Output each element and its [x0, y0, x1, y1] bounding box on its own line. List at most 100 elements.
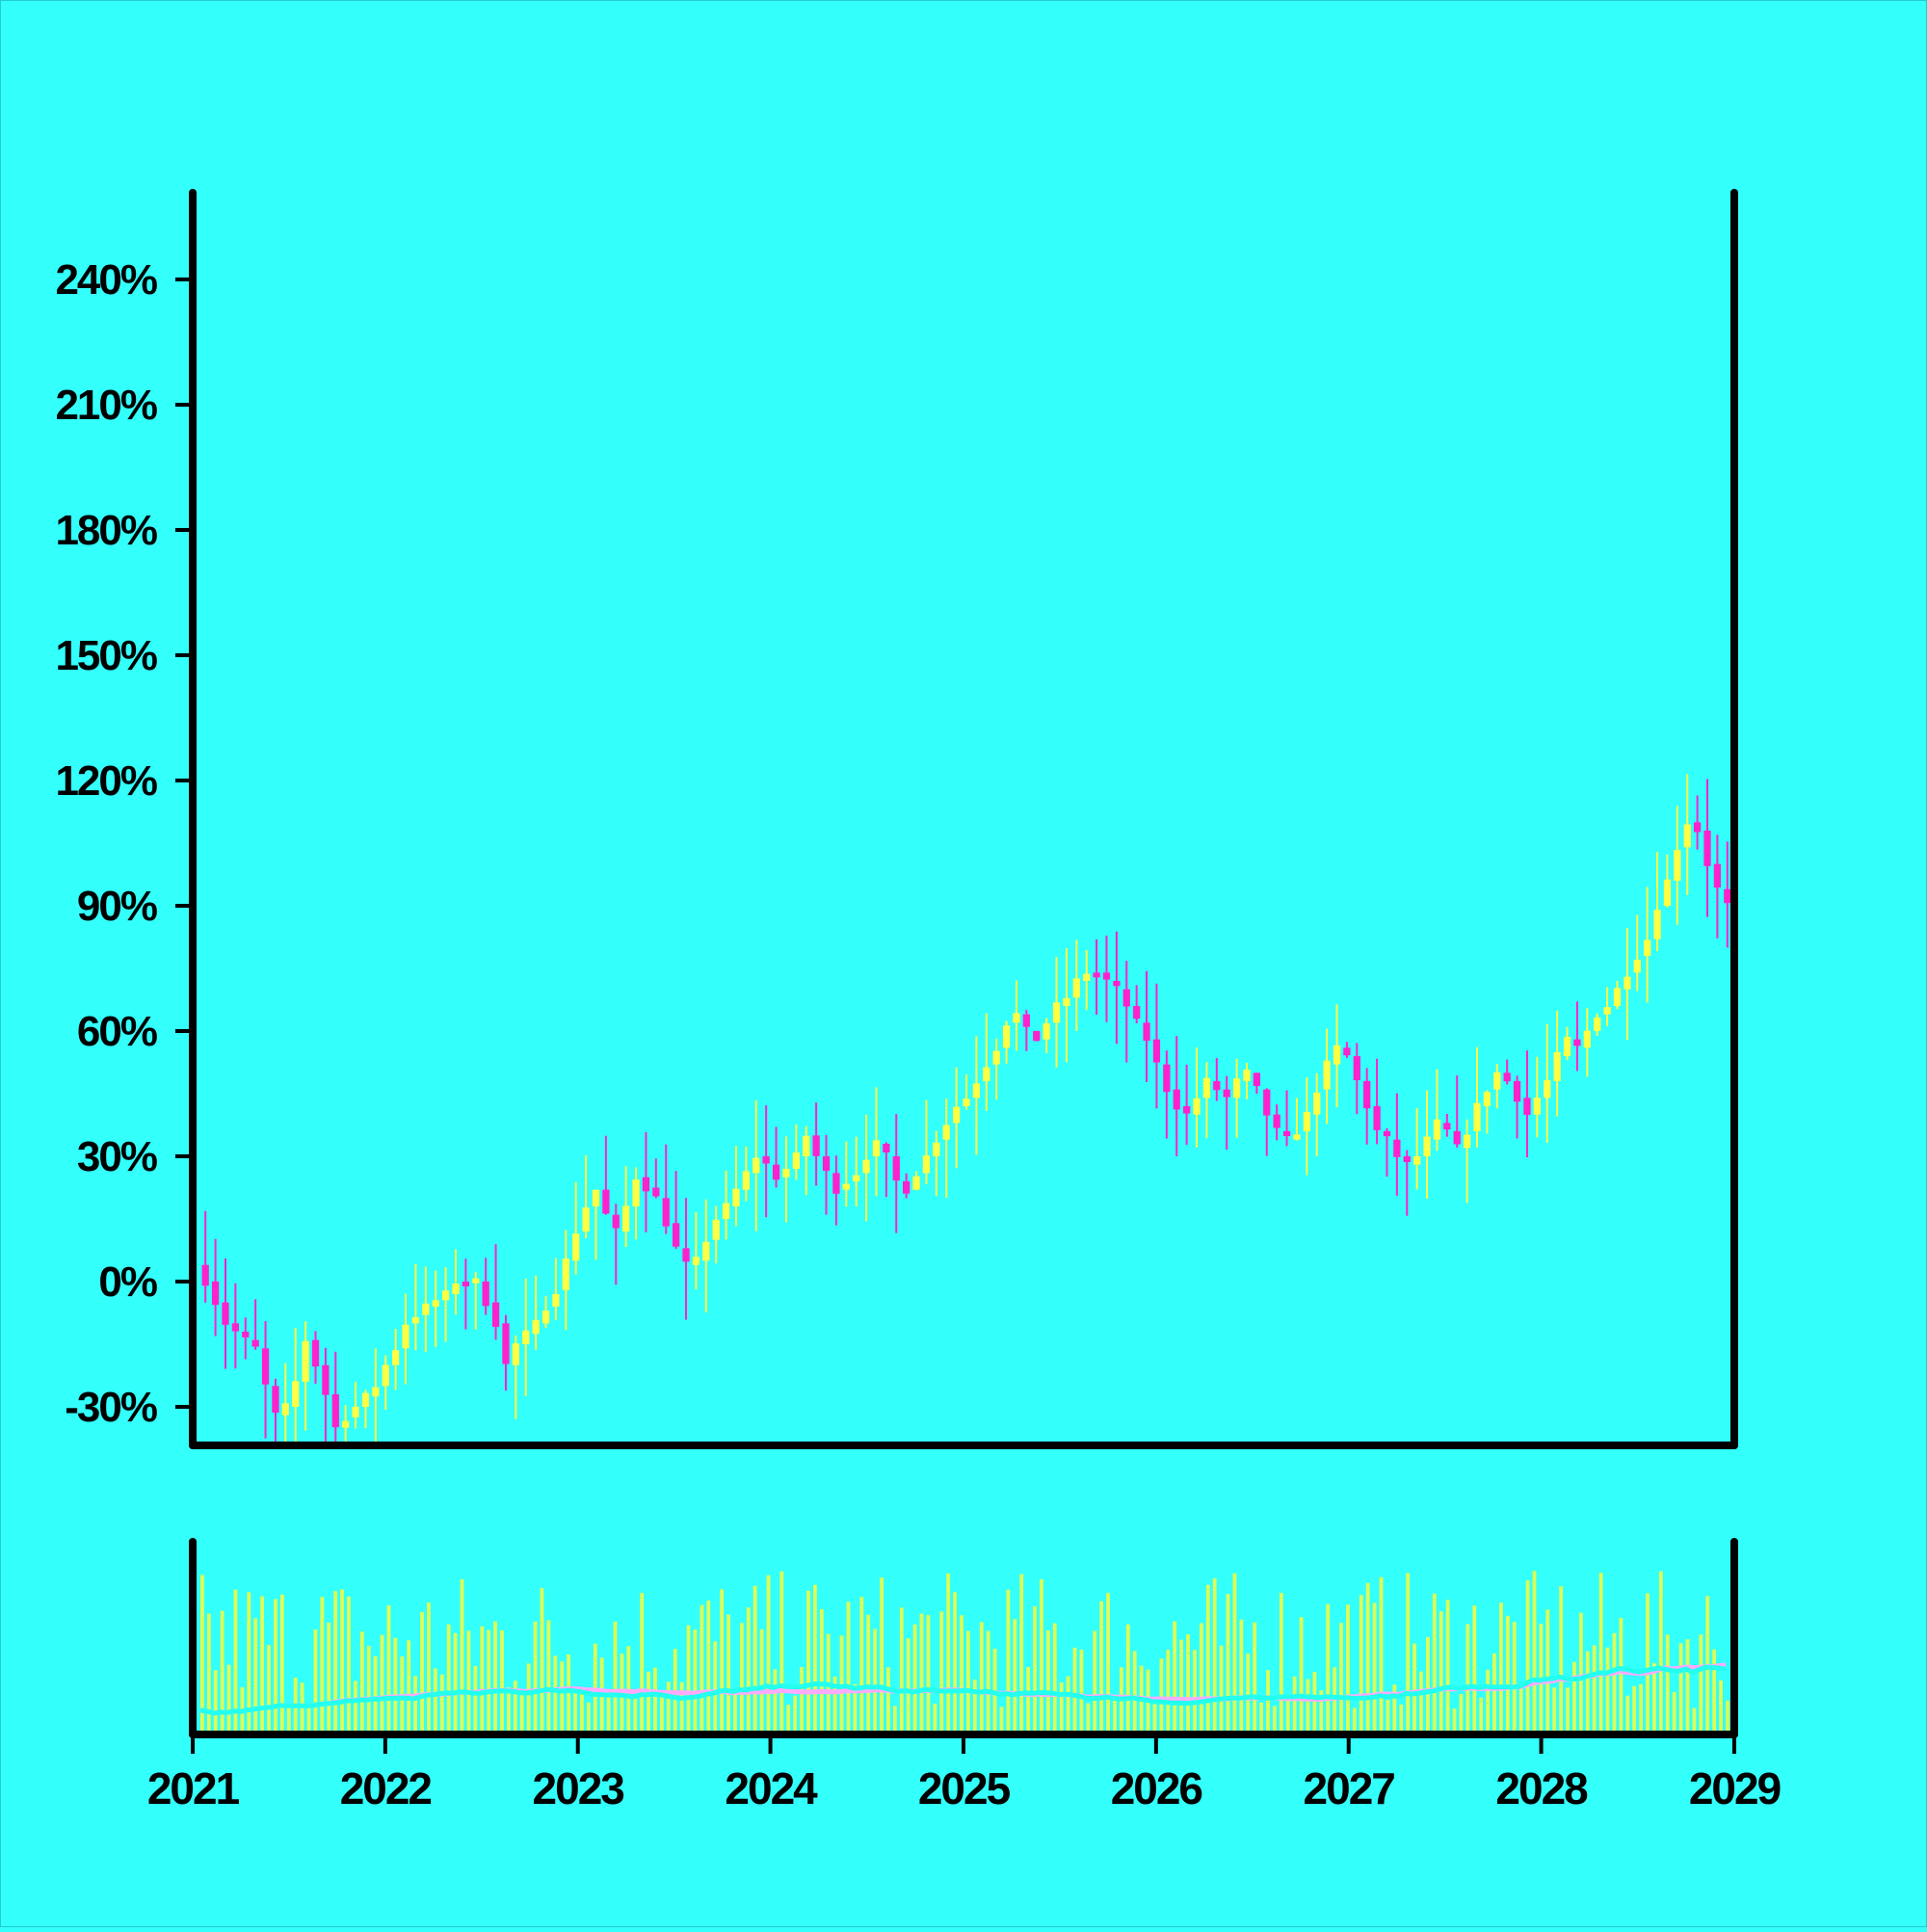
volume-bar	[433, 1668, 437, 1734]
candle-body	[942, 1125, 950, 1140]
candle-body	[1533, 1098, 1541, 1115]
volume-bar	[1006, 1589, 1011, 1734]
volume-bar	[1159, 1658, 1164, 1734]
volume-bar	[1299, 1617, 1304, 1734]
volume-bar	[513, 1681, 517, 1734]
volume-bar	[773, 1669, 778, 1734]
volume-bar	[906, 1638, 911, 1734]
candle-body	[1453, 1131, 1461, 1145]
volume-bar	[693, 1628, 698, 1734]
candle-body	[772, 1164, 780, 1180]
candle-body	[933, 1142, 940, 1156]
candle-body	[952, 1106, 961, 1124]
candle-body	[1263, 1089, 1271, 1116]
volume-bar	[247, 1592, 251, 1734]
candle-body	[1143, 1022, 1150, 1042]
volume-bar	[1639, 1683, 1644, 1734]
candle-body	[1063, 997, 1070, 1006]
volume-bar	[1312, 1672, 1317, 1734]
volume-bar	[953, 1592, 957, 1734]
volume-bar	[706, 1601, 711, 1734]
candle-body	[1052, 1002, 1061, 1023]
candle-body	[472, 1278, 480, 1284]
candle-body	[342, 1420, 350, 1428]
volume-bar	[1452, 1708, 1457, 1734]
volume-bar	[813, 1584, 817, 1734]
candle-body	[491, 1302, 500, 1327]
candle-body	[1303, 1111, 1310, 1131]
y-tick-label: 60%	[77, 1008, 157, 1055]
volume-bar	[1232, 1573, 1237, 1734]
volume-bar	[1632, 1685, 1637, 1734]
volume-bar	[1379, 1576, 1384, 1734]
volume-bar	[633, 1696, 638, 1734]
candle-body	[482, 1282, 489, 1307]
candle-body	[302, 1340, 309, 1382]
volume-bar	[300, 1682, 304, 1734]
volume-bar	[1152, 1699, 1157, 1734]
volume-bar	[1339, 1623, 1343, 1734]
candle-body	[692, 1257, 700, 1265]
volume-bar	[279, 1594, 284, 1734]
candle-body	[1663, 879, 1672, 906]
volume-bar	[507, 1687, 511, 1734]
candle-body	[272, 1386, 279, 1414]
volume-bar	[354, 1681, 357, 1734]
volume-bar	[1113, 1698, 1117, 1734]
candle-body	[222, 1302, 229, 1325]
candle-body	[872, 1140, 881, 1156]
candle-body	[1603, 1007, 1611, 1015]
volume-bar	[859, 1597, 864, 1734]
volume-bar	[1059, 1681, 1064, 1734]
candle-body	[1573, 1039, 1581, 1046]
candle-body	[1122, 989, 1130, 1007]
candle-body	[1413, 1155, 1421, 1165]
candle-body	[1683, 824, 1691, 848]
volume-bar	[1219, 1645, 1224, 1734]
volume-bar	[1259, 1702, 1263, 1734]
candle-body	[1353, 1056, 1360, 1081]
volume-bar	[766, 1575, 771, 1734]
volume-bar	[320, 1597, 325, 1734]
volume-bar	[1013, 1619, 1017, 1734]
volume-bar	[540, 1588, 544, 1734]
volume-bar	[347, 1596, 351, 1734]
candle-body	[612, 1214, 620, 1229]
volume-bar	[393, 1637, 398, 1734]
volume-bar	[439, 1674, 444, 1734]
candle-body	[752, 1157, 760, 1174]
volume-bar	[999, 1707, 1004, 1734]
volume-bar	[1486, 1669, 1491, 1734]
volume-bar	[1365, 1582, 1370, 1734]
volume-bar	[912, 1624, 917, 1734]
candle-body	[562, 1258, 569, 1290]
volume-bar	[873, 1628, 878, 1734]
candle-body	[672, 1223, 680, 1247]
candle-body	[1293, 1134, 1301, 1140]
volume-bar	[1346, 1604, 1350, 1734]
candle-body	[862, 1159, 870, 1174]
volume-bar	[1352, 1707, 1357, 1734]
candle-body	[261, 1348, 270, 1385]
candle-body	[722, 1203, 730, 1219]
volume-bar	[1719, 1680, 1723, 1734]
volume-bar	[333, 1591, 338, 1734]
candle-body	[251, 1339, 259, 1347]
volume-bar	[1306, 1679, 1310, 1734]
candle-body	[702, 1241, 710, 1261]
candle-body	[231, 1323, 240, 1332]
volume-bar	[1592, 1645, 1597, 1734]
volume-bar	[1518, 1687, 1523, 1734]
volume-bars-group	[200, 1571, 1729, 1734]
candle-body	[1644, 940, 1651, 956]
volume-bar	[493, 1621, 497, 1734]
y-tick-label: 180%	[55, 507, 156, 554]
volume-bar	[1086, 1703, 1091, 1734]
volume-bar	[487, 1629, 491, 1734]
volume-bar	[1532, 1571, 1537, 1734]
candle-body	[422, 1303, 430, 1315]
volume-bar	[613, 1621, 618, 1734]
volume-bar	[366, 1646, 371, 1734]
volume-bar	[666, 1681, 671, 1734]
candle-body	[812, 1135, 820, 1156]
